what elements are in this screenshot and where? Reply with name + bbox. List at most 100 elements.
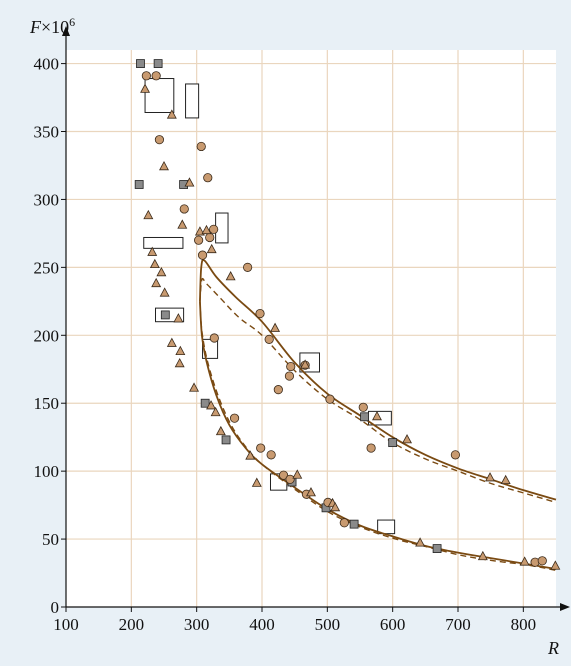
- triangle-marker: [215, 425, 226, 436]
- triangle-marker: [175, 345, 186, 355]
- y-tick-label: 50: [42, 530, 59, 549]
- triangle-marker: [184, 177, 195, 187]
- circle-marker: [209, 224, 219, 234]
- y-axis-label-exponent: 6: [69, 15, 75, 29]
- triangle-marker: [372, 410, 382, 421]
- x-tick-label: 100: [53, 615, 79, 634]
- circle-marker: [196, 141, 206, 152]
- data-points: [134, 59, 561, 570]
- circle-marker: [209, 333, 219, 343]
- y-tick-label: 100: [34, 462, 60, 481]
- triangle-marker: [159, 287, 170, 297]
- triangle-marker: [306, 487, 316, 497]
- y-tick-label: 350: [34, 123, 60, 142]
- circle-marker: [537, 556, 547, 566]
- square-marker: [349, 519, 359, 529]
- triangle-marker: [251, 477, 262, 487]
- triangle-marker: [174, 357, 185, 368]
- square-marker: [221, 435, 231, 445]
- error-box: [143, 236, 184, 249]
- triangle-marker: [300, 359, 311, 369]
- circle-marker: [151, 71, 161, 81]
- triangle-marker: [173, 313, 184, 323]
- y-tick-label: 250: [34, 258, 60, 277]
- error-box: [144, 78, 175, 113]
- y-axis-label-factor: ×10: [41, 17, 69, 37]
- square-marker: [160, 310, 170, 320]
- circle-marker: [194, 235, 204, 245]
- triangle-marker: [210, 406, 221, 417]
- x-tick-label: 500: [315, 615, 341, 634]
- plot-area: [66, 50, 556, 607]
- triangle-marker: [500, 474, 511, 485]
- triangle-marker: [166, 337, 177, 347]
- tick-labels: 0 50 100 150 200 250 300 350 400 100 200 300 400 500 6…: [34, 55, 537, 634]
- circle-marker: [273, 385, 283, 395]
- circle-marker: [256, 443, 266, 453]
- y-axis-arrow: [62, 26, 70, 36]
- triangle-marker: [151, 277, 162, 288]
- triangle-marker: [485, 472, 495, 482]
- y-axis-label-symbol: F: [29, 17, 42, 37]
- triangle-marker: [519, 556, 530, 566]
- square-marker: [136, 59, 145, 68]
- square-marker: [153, 59, 163, 68]
- circle-marker: [285, 474, 295, 484]
- circle-marker: [358, 402, 368, 412]
- x-tick-label: 400: [249, 615, 275, 634]
- triangle-marker: [550, 560, 561, 570]
- circle-marker: [154, 135, 165, 145]
- circle-marker: [229, 413, 240, 423]
- circle-marker: [243, 262, 253, 272]
- y-tick-label: 0: [51, 598, 60, 617]
- fit-curve-solid: [199, 301, 557, 570]
- grid: [66, 50, 556, 607]
- triangle-marker: [166, 109, 177, 119]
- triangle-marker: [201, 224, 212, 235]
- circle-marker: [278, 470, 289, 480]
- triangle-marker: [206, 243, 217, 254]
- triangle-marker: [330, 501, 341, 512]
- fit-curve-solid: [199, 259, 557, 501]
- square-marker: [360, 412, 369, 422]
- y-tick-label: 300: [34, 190, 60, 209]
- circle-marker: [255, 308, 265, 319]
- triangle-marker: [143, 209, 154, 220]
- circle-marker: [366, 443, 376, 453]
- triangle-marker: [206, 400, 217, 410]
- triangle-marker: [270, 322, 281, 332]
- circle-marker: [197, 250, 208, 260]
- circle-marker: [205, 232, 215, 243]
- circle-marker: [264, 334, 274, 344]
- y-tick-label: 200: [34, 326, 60, 345]
- circle-marker: [203, 173, 213, 183]
- square-marker: [388, 438, 398, 448]
- triangle-marker: [245, 450, 256, 460]
- triangle-marker: [225, 271, 236, 281]
- triangle-marker: [177, 219, 188, 229]
- circle-marker: [325, 394, 335, 404]
- x-axis-label: R: [547, 638, 559, 658]
- x-tick-label: 600: [380, 615, 406, 634]
- circle-marker: [141, 71, 151, 81]
- triangle-marker: [292, 469, 303, 479]
- circle-marker: [179, 204, 189, 214]
- triangle-marker: [149, 258, 160, 269]
- x-axis-arrow: [560, 603, 570, 611]
- y-axis-label: F×106: [29, 15, 75, 37]
- triangle-marker: [156, 266, 167, 277]
- square-marker: [432, 544, 442, 553]
- fit-curve-dashed: [199, 277, 557, 504]
- triangle-marker: [140, 83, 151, 93]
- triangle-marker: [189, 382, 200, 392]
- x-tick-label: 800: [511, 615, 537, 634]
- square-marker: [200, 398, 210, 408]
- axes: [61, 26, 570, 612]
- triangle-marker: [159, 160, 169, 171]
- y-tick-label: 150: [34, 394, 60, 413]
- circle-marker: [266, 450, 276, 460]
- triangle-marker: [415, 537, 426, 547]
- circle-marker: [450, 450, 460, 460]
